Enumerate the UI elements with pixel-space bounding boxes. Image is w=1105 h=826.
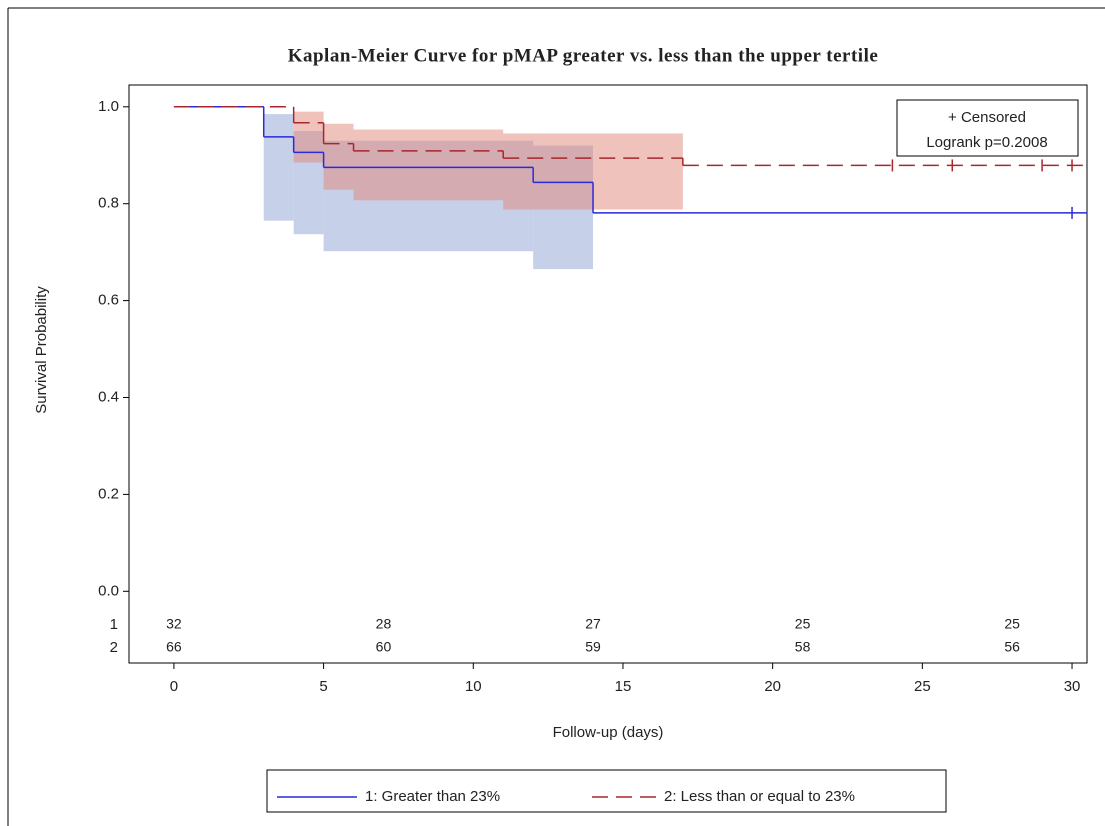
at-risk-count: 66 [166, 639, 182, 655]
at-risk-count: 28 [376, 616, 392, 632]
chart-title: Kaplan-Meier Curve for pMAP greater vs. … [288, 45, 879, 66]
inset-legend [896, 99, 1079, 157]
x-tick-label: 0 [170, 678, 178, 695]
x-tick-label: 30 [1064, 678, 1081, 695]
x-tick-label: 25 [914, 678, 931, 695]
at-risk-count: 25 [795, 616, 811, 632]
y-tick-label: 0.8 [98, 195, 119, 212]
at-risk-count: 59 [585, 639, 601, 655]
y-tick-label: 0.4 [98, 388, 119, 405]
plot-layer [173, 106, 1087, 270]
x-axis-label: Follow-up (days) [553, 724, 664, 741]
inset-legend-text: Logrank p=0.2008 [926, 134, 1047, 151]
inset-legend-text: + Censored [948, 109, 1026, 126]
at-risk-group: 2 [110, 639, 118, 656]
at-risk-group: 1 [110, 616, 118, 633]
confidence-band [323, 123, 354, 190]
at-risk-count: 25 [1004, 616, 1020, 632]
confidence-band [353, 129, 504, 201]
confidence-band [263, 114, 294, 221]
at-risk-count: 60 [376, 639, 392, 655]
x-tick-label: 15 [615, 678, 632, 695]
legend-label: 2: Less than or equal to 23% [664, 788, 855, 805]
x-tick-label: 10 [465, 678, 482, 695]
at-risk-count: 27 [585, 616, 601, 632]
legend-label: 1: Greater than 23% [365, 788, 500, 805]
plot-frame [128, 84, 1088, 664]
at-risk-count: 56 [1004, 639, 1020, 655]
y-axis-label: Survival Probability [33, 286, 50, 414]
y-tick-label: 1.0 [98, 98, 119, 115]
confidence-band [293, 111, 324, 163]
y-tick-label: 0.6 [98, 292, 119, 309]
y-tick-label: 0.0 [98, 582, 119, 599]
at-risk-count: 58 [795, 639, 811, 655]
at-risk-count: 32 [166, 616, 182, 632]
y-tick-label: 0.2 [98, 485, 119, 502]
x-tick-label: 5 [319, 678, 327, 695]
legend [266, 769, 947, 813]
x-tick-label: 20 [764, 678, 781, 695]
